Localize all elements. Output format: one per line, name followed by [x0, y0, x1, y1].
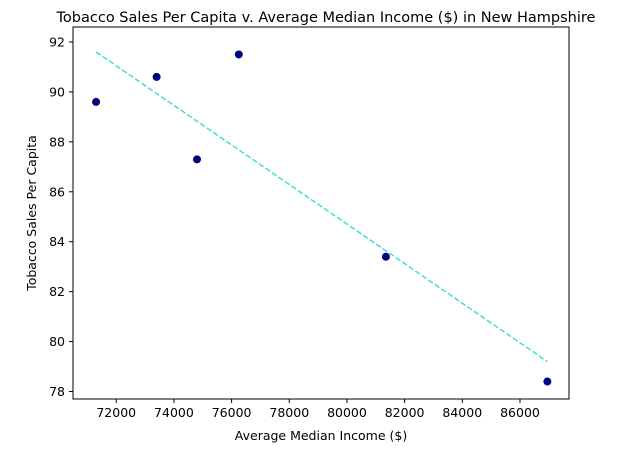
x-tick-label: 72000 — [96, 405, 136, 420]
y-tick-label: 80 — [49, 334, 65, 349]
plot-area — [92, 50, 552, 386]
plot-frame — [72, 26, 570, 400]
x-axis: 72000 74000 76000 78000 80000 82000 84000 86000 — [96, 399, 540, 420]
x-tick-label: 76000 — [212, 405, 252, 420]
data-point-6 — [543, 377, 552, 386]
x-axis-label: Average Median Income ($) — [235, 428, 407, 443]
y-axis-label: Tobacco Sales Per Capita — [24, 135, 39, 292]
x-tick-label: 74000 — [154, 405, 194, 420]
y-tick-label: 88 — [49, 134, 65, 149]
data-point-3 — [193, 155, 201, 164]
y-tick-label: 84 — [49, 234, 65, 249]
y-tick-label: 82 — [49, 284, 65, 299]
x-tick-label: 78000 — [269, 405, 309, 420]
y-tick-label: 90 — [49, 84, 65, 99]
y-tick-label: 86 — [49, 184, 65, 199]
x-tick-label: 86000 — [500, 405, 540, 420]
chart-title: Tobacco Sales Per Capita v. Average Medi… — [56, 10, 596, 26]
x-tick-label: 84000 — [442, 405, 482, 420]
data-point-4 — [234, 50, 243, 59]
x-tick-label: 82000 — [385, 405, 425, 420]
trend-line — [95, 51, 548, 363]
y-axis: 78 80 82 84 86 88 90 92 — [49, 34, 73, 399]
y-tick-label: 78 — [49, 384, 65, 399]
x-tick-label: 80000 — [327, 405, 367, 420]
data-point-5 — [381, 252, 390, 261]
y-tick-label: 92 — [49, 34, 65, 49]
data-point-2 — [152, 72, 161, 81]
data-point-1 — [92, 97, 101, 106]
